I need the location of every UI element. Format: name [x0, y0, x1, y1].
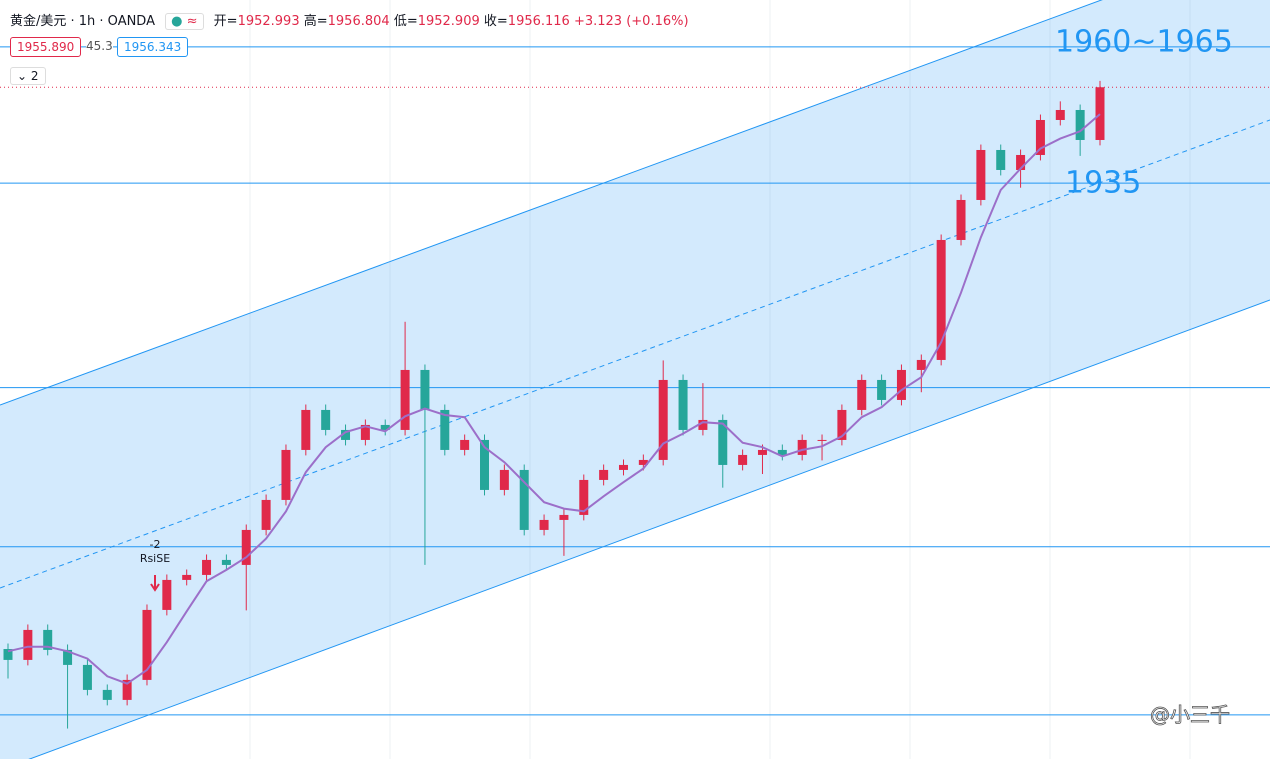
candle-body [182, 574, 192, 580]
candle-body [202, 559, 212, 575]
candle-body [380, 424, 390, 430]
channel-upper [0, 0, 1103, 406]
symbol-title: 黄金/美元 · 1h · OANDA [10, 14, 155, 29]
ohlc-label: 高= [303, 14, 328, 29]
candle-body [1095, 87, 1105, 140]
candle-body [857, 379, 867, 410]
candle-body [460, 439, 470, 450]
ohlc-label: 开= [213, 14, 238, 29]
candle-body [241, 529, 251, 565]
signal-value: -2 [150, 538, 161, 551]
candle-body [1035, 119, 1045, 155]
candle-body [698, 419, 708, 430]
header: 黄金/美元 · 1h · OANDA ● ≈ 开=1952.993 高=1956… [10, 10, 689, 30]
candle-body [638, 459, 648, 465]
indicator-toggle[interactable]: ⌄ 2 [10, 67, 46, 85]
candle-body [618, 464, 628, 470]
candle-body [837, 409, 847, 440]
channel-mid [0, 119, 1270, 589]
candle-body [499, 469, 509, 490]
channel-lower [28, 299, 1270, 759]
candle-body [777, 449, 787, 455]
ohlc-value: 1952.993 [237, 14, 300, 29]
candle-body [420, 369, 430, 410]
candle-body [341, 429, 351, 440]
status-badge[interactable]: ● ≈ [165, 13, 204, 30]
candle-body [658, 379, 668, 460]
candle-body [936, 239, 946, 360]
candle-body [261, 499, 271, 530]
candle-body [122, 679, 132, 700]
candle-body [896, 369, 906, 400]
candle-body [360, 424, 370, 440]
candle-body [1055, 109, 1065, 120]
signal-arrow [150, 575, 160, 592]
ohlc-value: 1956.116 [507, 14, 570, 29]
candle-body [440, 409, 450, 450]
candle-body [3, 649, 13, 660]
candle-body [281, 449, 291, 500]
candle-body [1075, 109, 1085, 140]
candle-body [480, 439, 490, 490]
candle-body [162, 579, 172, 610]
candle-body [956, 199, 966, 240]
candle-body [63, 649, 73, 665]
candle-body [43, 629, 53, 650]
spread: 45.3 [86, 37, 113, 55]
candle-body [996, 149, 1006, 170]
ask-box[interactable]: 1956.343 [117, 37, 189, 57]
ohlc-value: 1956.804 [327, 14, 390, 29]
candle-body [519, 469, 529, 530]
candle-body [757, 449, 767, 455]
candle-body [817, 439, 827, 441]
candle-body [976, 149, 986, 200]
candle-body [579, 479, 589, 515]
candle-body [877, 379, 887, 400]
change-pct: (+0.16%) [626, 14, 689, 29]
candle-body [539, 519, 549, 530]
candle-body [23, 629, 33, 660]
watermark: @小三千 [1150, 703, 1230, 727]
candle-body [738, 454, 748, 465]
candle-body [301, 409, 311, 450]
candle-body [82, 664, 92, 690]
candle-body [321, 409, 331, 430]
annotation: 1935 [1065, 166, 1141, 201]
grid [249, 0, 1191, 759]
signal-label: RsiSE [140, 552, 170, 565]
ohlc-value: 1952.909 [417, 14, 480, 29]
ohlc-label: 低= [393, 14, 418, 29]
candle-body [221, 559, 231, 565]
candle-body [678, 379, 688, 430]
change: +3.123 [573, 14, 623, 29]
ma-line [7, 113, 1101, 685]
candle-body [718, 419, 728, 465]
candle-body [559, 514, 569, 520]
bid-box[interactable]: 1955.890 [10, 37, 82, 57]
candle-body [1016, 154, 1026, 170]
annotation: 1960~1965 [1055, 25, 1233, 60]
candle-body [400, 369, 410, 430]
candle-body [797, 439, 807, 455]
levels [0, 46, 1270, 716]
candle-body [102, 689, 112, 700]
ohlc-label: 收= [483, 14, 508, 29]
candle-body [599, 469, 609, 480]
candle-body [916, 359, 926, 370]
candles [3, 80, 1105, 729]
indicator-count: 2 [30, 69, 39, 83]
candle-body [142, 609, 152, 680]
